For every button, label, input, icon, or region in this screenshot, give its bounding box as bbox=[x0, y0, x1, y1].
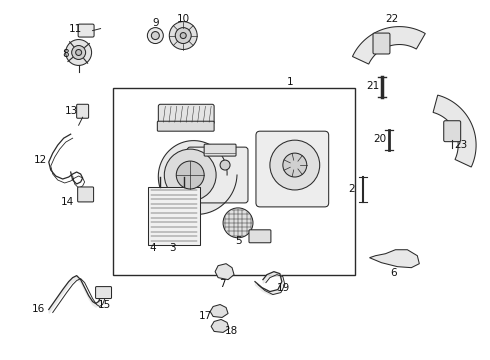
Text: 4: 4 bbox=[149, 243, 156, 253]
Polygon shape bbox=[215, 264, 234, 280]
Bar bbox=[113, 88, 355, 275]
Circle shape bbox=[164, 149, 216, 201]
Text: 16: 16 bbox=[32, 305, 46, 315]
Text: 22: 22 bbox=[385, 14, 398, 24]
Circle shape bbox=[176, 161, 204, 189]
Text: 21: 21 bbox=[366, 81, 379, 91]
FancyBboxPatch shape bbox=[158, 104, 214, 124]
Text: 11: 11 bbox=[69, 24, 82, 33]
Polygon shape bbox=[433, 95, 476, 167]
Text: 19: 19 bbox=[277, 283, 291, 293]
Circle shape bbox=[72, 45, 86, 59]
Text: 10: 10 bbox=[177, 14, 190, 24]
Circle shape bbox=[147, 28, 163, 44]
FancyBboxPatch shape bbox=[76, 104, 89, 118]
Text: 7: 7 bbox=[219, 279, 225, 289]
Polygon shape bbox=[369, 250, 419, 268]
Text: 20: 20 bbox=[373, 134, 386, 144]
Text: 12: 12 bbox=[34, 155, 48, 165]
Polygon shape bbox=[210, 305, 228, 318]
FancyBboxPatch shape bbox=[256, 131, 329, 207]
Text: 6: 6 bbox=[390, 267, 397, 278]
Polygon shape bbox=[352, 27, 425, 64]
FancyBboxPatch shape bbox=[77, 187, 94, 202]
Circle shape bbox=[220, 160, 230, 170]
Text: 14: 14 bbox=[61, 197, 74, 207]
Text: 18: 18 bbox=[224, 327, 238, 336]
Circle shape bbox=[283, 153, 307, 177]
Circle shape bbox=[223, 208, 253, 238]
Circle shape bbox=[169, 22, 197, 50]
FancyBboxPatch shape bbox=[204, 144, 236, 156]
Circle shape bbox=[270, 140, 319, 190]
Polygon shape bbox=[158, 141, 237, 215]
Text: 2: 2 bbox=[348, 184, 355, 194]
FancyBboxPatch shape bbox=[96, 287, 112, 298]
Bar bbox=[148, 187, 200, 245]
Text: 15: 15 bbox=[98, 300, 111, 310]
Polygon shape bbox=[211, 319, 229, 332]
Text: 3: 3 bbox=[169, 243, 175, 253]
FancyBboxPatch shape bbox=[187, 147, 248, 203]
Text: 23: 23 bbox=[455, 140, 468, 150]
Circle shape bbox=[175, 28, 191, 44]
Circle shape bbox=[151, 32, 159, 40]
FancyBboxPatch shape bbox=[157, 121, 214, 131]
Text: 1: 1 bbox=[287, 77, 293, 87]
Text: 9: 9 bbox=[152, 18, 159, 28]
FancyBboxPatch shape bbox=[444, 121, 461, 141]
Circle shape bbox=[180, 32, 186, 39]
Circle shape bbox=[66, 40, 92, 66]
FancyBboxPatch shape bbox=[249, 230, 271, 243]
Text: 8: 8 bbox=[62, 49, 69, 59]
FancyBboxPatch shape bbox=[373, 33, 390, 54]
FancyBboxPatch shape bbox=[78, 24, 94, 37]
Text: 17: 17 bbox=[198, 311, 212, 321]
Text: 13: 13 bbox=[65, 106, 78, 116]
Text: 5: 5 bbox=[235, 236, 242, 246]
Circle shape bbox=[75, 50, 82, 55]
